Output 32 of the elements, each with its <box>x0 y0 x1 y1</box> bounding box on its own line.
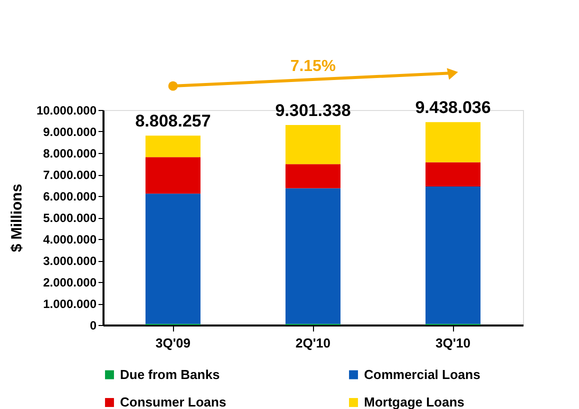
bar <box>146 194 200 324</box>
bar <box>426 162 480 187</box>
y-tick-label: 1.000.000 <box>43 297 97 311</box>
bar <box>146 136 200 158</box>
y-tick-label: 8.000.000 <box>43 146 97 160</box>
x-tick-label: 2Q'10 <box>296 336 330 350</box>
y-tick-label: 0 <box>90 318 97 332</box>
legend-label: Consumer Loans <box>120 394 226 409</box>
legend-label: Mortgage Loans <box>364 394 464 409</box>
bar <box>286 188 340 324</box>
legend-label: Commercial Loans <box>364 366 480 382</box>
text: 7.15% <box>290 58 336 75</box>
bar <box>426 186 480 324</box>
y-tick-label: 2.000.000 <box>43 276 97 290</box>
y-tick-label: 3.000.000 <box>43 254 97 268</box>
bar <box>286 125 340 164</box>
bar <box>426 122 480 162</box>
y-tick-label: 4.000.000 <box>43 232 97 246</box>
y-tick-label: 9.000.000 <box>43 125 97 139</box>
x-tick-label: 3Q'10 <box>436 336 470 350</box>
x-tick-label: 3Q'09 <box>156 336 190 350</box>
total-label: 9.301.338 <box>275 101 351 120</box>
y-tick-label: 10.000.000 <box>36 104 97 118</box>
y-tick-label: 7.000.000 <box>43 168 97 182</box>
legend-label: Due from Banks <box>120 366 220 382</box>
y-tick-label: 6.000.000 <box>43 190 97 204</box>
total-label: 8.808.257 <box>135 112 211 131</box>
bar <box>146 157 200 194</box>
y-tick-label: 5.000.000 <box>43 211 97 225</box>
bar <box>286 164 340 188</box>
y-axis-title: $ Millions <box>8 184 26 252</box>
total-label: 9.438.036 <box>415 98 491 118</box>
